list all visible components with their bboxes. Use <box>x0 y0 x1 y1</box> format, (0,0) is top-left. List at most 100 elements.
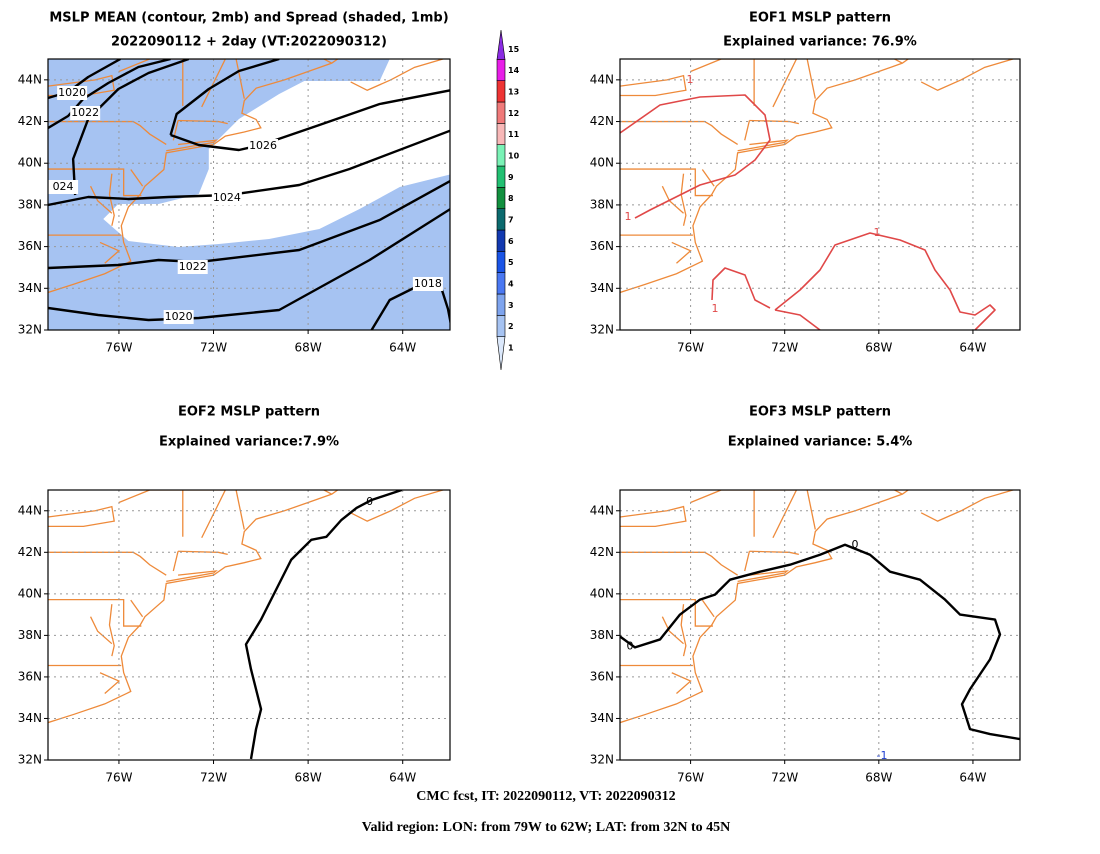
map-panel: 1 1 1 1 <box>620 59 1020 330</box>
contour-label-bg <box>248 139 279 153</box>
coastline <box>744 551 751 572</box>
colorbar-cell <box>496 80 506 103</box>
contour-label: 0 <box>852 538 859 551</box>
contour-label: 1 <box>625 210 632 223</box>
colorbar-label: 3 <box>508 301 514 310</box>
coastline <box>671 672 692 695</box>
colorbar-cell <box>496 59 506 81</box>
coastline <box>661 616 684 645</box>
contour-line <box>48 207 450 322</box>
colorbar-label: 12 <box>508 109 519 118</box>
coastline <box>620 59 910 294</box>
lon-tick-label: 72W <box>200 341 227 355</box>
lat-tick-label: 42N <box>18 545 42 559</box>
colorbar-cell <box>496 144 506 167</box>
lat-tick-label: 40N <box>18 156 42 170</box>
coastline <box>172 551 179 572</box>
coastline <box>99 672 121 695</box>
map-frame <box>47 489 451 761</box>
coastline <box>48 551 167 576</box>
coastline <box>744 120 751 141</box>
coastline <box>48 59 339 294</box>
coastline <box>893 490 903 495</box>
lat-tick-label: 40N <box>590 156 614 170</box>
coastline <box>118 490 227 504</box>
lon-tick-label: 68W <box>865 771 892 785</box>
colorbar-cell <box>496 229 506 252</box>
colorbar-label: 9 <box>508 173 514 182</box>
contour-label: 1020 <box>58 86 86 99</box>
contour-line <box>620 543 1020 741</box>
coastline <box>680 173 687 226</box>
colorbar-cell <box>496 251 506 273</box>
footer-line: CMC fcst, IT: 2022090112, VT: 2022090312 <box>416 789 675 804</box>
coastline <box>89 616 113 645</box>
lat-tick-label: 44N <box>590 503 614 517</box>
panel-title: EOF2 MSLP pattern <box>178 405 320 420</box>
lat-tick-label: 44N <box>590 72 614 86</box>
coastline <box>772 59 798 108</box>
coastline <box>620 490 910 724</box>
lon-tick-label: 64W <box>389 341 416 355</box>
lat-tick-label: 32N <box>590 753 614 767</box>
coastline <box>920 59 1016 91</box>
coastline <box>201 490 226 539</box>
contour-label: 0 <box>366 495 373 508</box>
map-panel: 1020 1022 024 1026 1024 1022 1020 1018 <box>48 59 450 330</box>
contour-label: 1022 <box>71 106 99 119</box>
lat-tick-label: 44N <box>18 503 42 517</box>
contour-line <box>71 59 190 196</box>
lon-tick-label: 64W <box>959 771 986 785</box>
lat-tick-label: 34N <box>18 281 42 295</box>
coastline <box>99 241 121 264</box>
colorbar-cell <box>496 29 506 60</box>
contour-label: 0 <box>627 639 634 652</box>
lon-tick-label: 68W <box>295 771 322 785</box>
colorbar-label: 7 <box>508 216 514 225</box>
colorbar-label: 10 <box>508 152 520 161</box>
contour-line <box>620 94 771 219</box>
panel-title: Explained variance:7.9% <box>159 435 339 450</box>
map-frame <box>619 58 1021 331</box>
map-panel: 0 <box>48 490 450 760</box>
lat-tick-label: 34N <box>590 281 614 295</box>
colorbar-cell <box>496 187 506 209</box>
contour-line <box>774 232 996 330</box>
lon-tick-label: 72W <box>771 771 798 785</box>
contour-line <box>774 309 821 330</box>
contour-line <box>169 59 280 136</box>
lon-tick-label: 76W <box>677 341 704 355</box>
colorbar-label: 6 <box>508 237 514 246</box>
lat-tick-label: 32N <box>18 323 42 337</box>
coastline <box>48 168 142 197</box>
lon-tick-label: 72W <box>771 341 798 355</box>
lat-tick-label: 36N <box>18 669 42 683</box>
panel-title: MSLP MEAN (contour, 2mb) and Spread (sha… <box>49 11 448 26</box>
colorbar-label: 14 <box>508 66 520 75</box>
coastline <box>178 550 228 556</box>
contour-line <box>48 129 450 207</box>
coastline <box>201 59 226 108</box>
panel-title: EOF1 MSLP pattern <box>749 11 891 26</box>
colorbar-label: 11 <box>508 130 520 139</box>
lon-tick-label: 68W <box>865 341 892 355</box>
lat-tick-label: 38N <box>590 197 614 211</box>
colorbar-cell <box>496 272 506 295</box>
coastline <box>701 599 715 618</box>
coastline <box>235 59 245 99</box>
lat-tick-label: 32N <box>590 323 614 337</box>
panel-title: 2022090112 + 2day (VT:2022090312) <box>111 35 387 50</box>
coastline <box>620 120 738 146</box>
lat-tick-label: 38N <box>18 628 42 642</box>
contour-label-bg <box>177 260 208 274</box>
coastline <box>89 185 113 214</box>
contour-label: 024 <box>53 180 74 193</box>
colorbar-label: 5 <box>508 258 514 267</box>
colorbar-cell <box>496 123 506 145</box>
contour-label: 1 <box>712 302 719 315</box>
colorbar-label: 4 <box>508 280 514 289</box>
contour-label-bg <box>57 86 88 100</box>
coastline <box>48 599 142 627</box>
coastline <box>130 599 144 618</box>
coastline <box>322 490 333 495</box>
